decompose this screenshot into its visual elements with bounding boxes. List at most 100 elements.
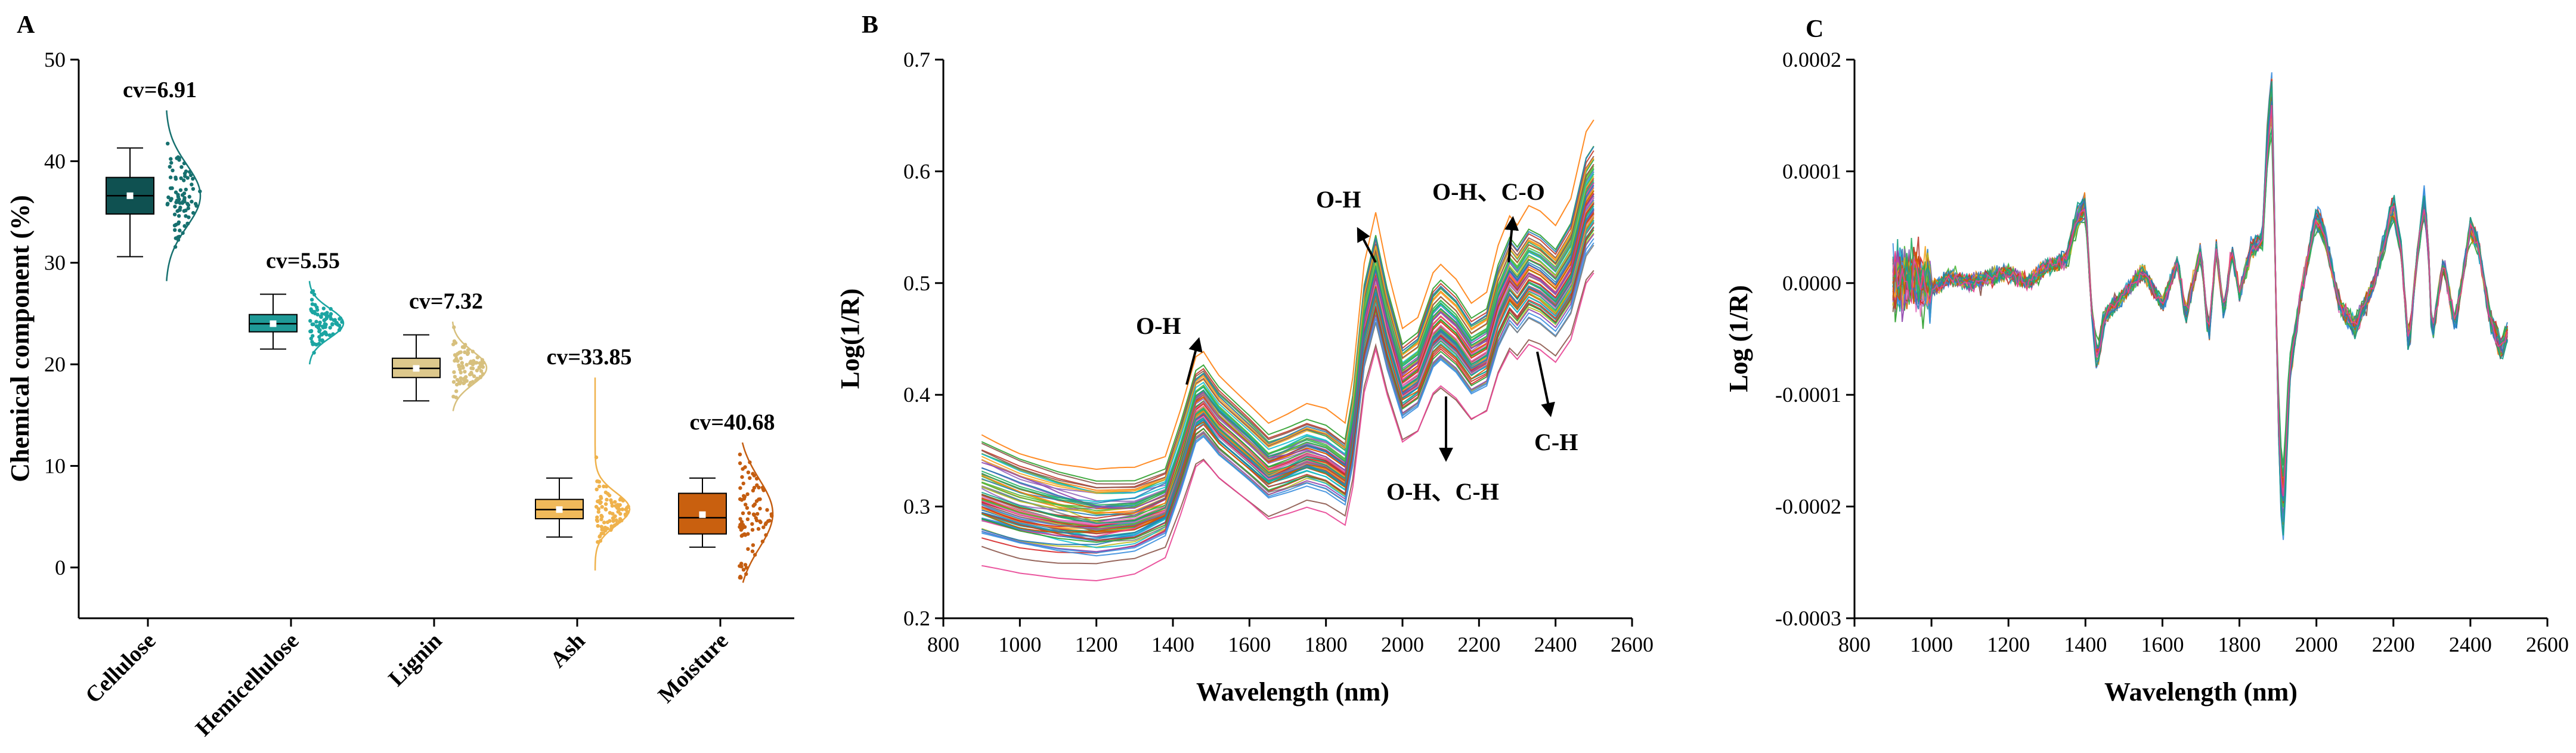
spectrum-series [1892, 78, 2508, 525]
data-point [751, 512, 756, 516]
data-point [459, 376, 463, 380]
spectrum-series [1892, 88, 2508, 520]
spectrum-series [1892, 103, 2508, 512]
spectrum-series [1892, 113, 2508, 494]
data-point [595, 515, 599, 519]
data-point [623, 512, 628, 516]
data-point [182, 178, 186, 182]
panel-a-y-tick-label: 50 [44, 48, 66, 72]
x-tick-label: 1400 [2064, 633, 2107, 656]
data-point [738, 497, 742, 501]
data-point [750, 522, 754, 526]
y-tick-label: 0.6 [903, 159, 930, 183]
panel-label-b: B [862, 11, 878, 39]
data-point [594, 455, 599, 460]
data-point [331, 332, 335, 336]
spectrum-series [1892, 120, 2508, 494]
data-point [600, 505, 604, 509]
data-point [187, 215, 191, 219]
data-point [481, 365, 485, 369]
data-point [602, 484, 606, 489]
data-point [328, 326, 332, 330]
spectrum-series [981, 242, 1594, 557]
data-point [611, 516, 615, 520]
cv-label: cv=5.55 [266, 248, 340, 273]
data-point [599, 495, 603, 499]
spectrum-series [981, 119, 1594, 470]
category-label: Cellulose [80, 628, 160, 708]
spectrum-series [1892, 86, 2508, 522]
data-point [165, 202, 169, 207]
data-point [764, 521, 769, 525]
data-point [744, 566, 749, 570]
data-point [340, 320, 344, 324]
annotation-oh-co-arrow [1504, 216, 1519, 263]
annotation-oh-2-arrow [1357, 227, 1377, 263]
data-point [454, 354, 458, 358]
data-point [188, 173, 193, 178]
x-tick-label: 800 [927, 633, 959, 656]
data-point [313, 303, 317, 307]
data-point [751, 472, 755, 476]
data-point [329, 317, 333, 321]
y-tick-label: 0.0000 [1782, 271, 1841, 295]
data-point [173, 244, 178, 249]
spectrum-series [1892, 110, 2508, 501]
data-point [754, 518, 759, 523]
data-point [760, 485, 765, 489]
spectrum-series [981, 227, 1594, 541]
data-point [743, 465, 747, 469]
y-tick-label: 0.0002 [1782, 48, 1841, 72]
spectrum-series [1892, 90, 2508, 523]
data-point [177, 220, 181, 224]
spectrum-series [981, 163, 1594, 489]
data-point [454, 389, 459, 393]
data-point [458, 367, 462, 372]
annotation-oh-ch: O-H、C-H [1386, 478, 1499, 505]
spectrum-series [1892, 111, 2508, 498]
data-point [176, 155, 180, 159]
data-point [180, 193, 185, 197]
spectrum-series [1892, 81, 2508, 536]
data-point [470, 362, 475, 367]
data-point [172, 212, 177, 216]
panel-b-y-title: Log(1/R) [835, 289, 865, 389]
data-point [451, 395, 456, 399]
y-tick-label: 0.0001 [1782, 159, 1841, 183]
spectrum-series [1892, 111, 2508, 487]
category-label: Ash [546, 628, 590, 673]
spectrum-series [1892, 95, 2508, 515]
annotation-oh-2: O-H [1316, 186, 1361, 213]
spectrum-series [1892, 84, 2508, 523]
x-tick-label: 1200 [1075, 633, 1118, 656]
data-point [459, 356, 463, 361]
data-point [741, 533, 745, 537]
data-point [175, 199, 179, 203]
spectrum-series [1892, 106, 2508, 507]
data-point [738, 486, 742, 490]
spectrum-series [1892, 129, 2508, 477]
data-point [609, 498, 613, 503]
data-point [198, 189, 202, 194]
data-point [745, 506, 750, 510]
data-point [337, 323, 342, 328]
spectrum-series [1892, 115, 2508, 488]
y-tick-label: 0.2 [903, 606, 930, 630]
panel-a-y-ticks: 0 10 20 30 40 50 [44, 48, 79, 580]
data-point [469, 370, 473, 375]
panel-c-y-ticks: 0.0002 0.0001 0.0000 -0.0001 -0.0002 -0.0003 [1775, 48, 1854, 630]
data-point [753, 502, 757, 506]
spectrum-series [1892, 90, 2508, 523]
data-point [193, 202, 198, 206]
spectrum-series [1892, 95, 2508, 501]
panel-c-x-title: Wavelength (nm) [2104, 677, 2298, 706]
data-point [598, 539, 603, 543]
data-point [463, 343, 467, 347]
spectrum-series [1892, 106, 2508, 503]
x-tick-label: 2000 [1381, 633, 1424, 656]
data-point [748, 460, 752, 464]
annotation-oh-1-arrow [1185, 337, 1203, 385]
panel-a-y-tick-label: 30 [44, 251, 66, 275]
data-point [615, 522, 619, 526]
y-tick-label: 0.4 [903, 383, 930, 407]
